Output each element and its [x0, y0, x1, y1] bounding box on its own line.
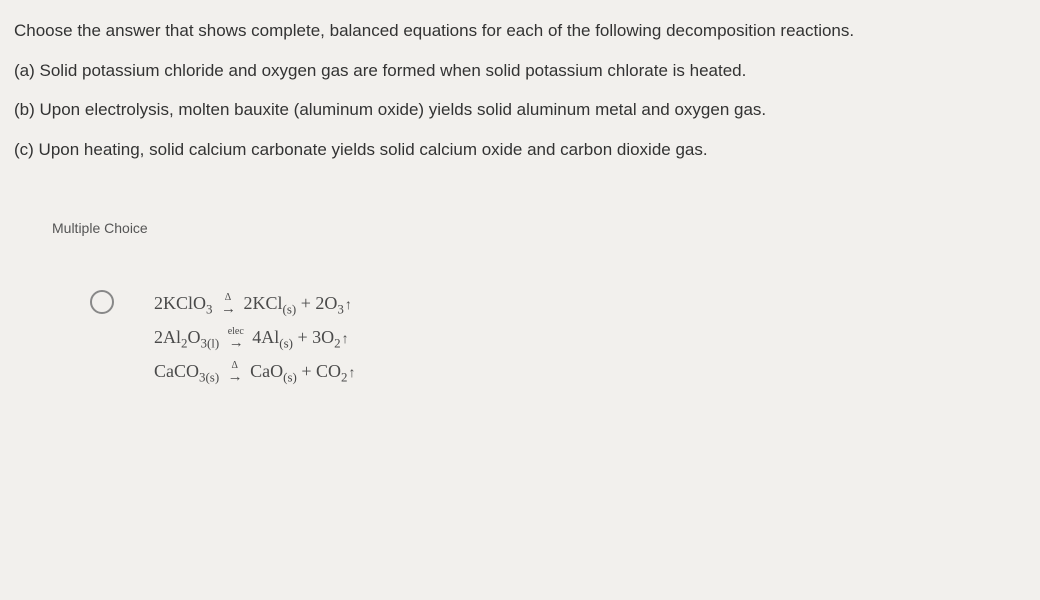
eq3-rhs2-sub: 2	[341, 370, 347, 385]
reaction-arrow: elec →	[228, 327, 244, 351]
eq2-rhs1-phase: (s)	[279, 336, 293, 351]
plus-icon: +	[301, 361, 311, 381]
eq1-rhs2-sub: 3	[337, 302, 343, 317]
eq1-rhs2-formula: O	[324, 293, 337, 313]
multiple-choice-label: Multiple Choice	[52, 220, 1026, 236]
eq3-rhs2-formula: CO	[316, 361, 341, 381]
eq2-lhs-coef: 2	[154, 327, 163, 347]
question-part-c: (c) Upon heating, solid calcium carbonat…	[14, 137, 1026, 163]
arrow-icon: →	[229, 336, 243, 351]
eq1-lhs-sub: 3	[206, 302, 212, 317]
eq2-rhs2-coef: 3	[312, 327, 321, 347]
question-intro: Choose the answer that shows complete, b…	[14, 18, 1026, 44]
eq2-rhs1-formula: Al	[261, 327, 279, 347]
equation-c: CaCO3(s) Δ → CaO(s) + CO2↑	[154, 354, 355, 388]
plus-icon: +	[301, 293, 311, 313]
gas-arrow-icon: ↑	[342, 327, 349, 354]
gas-arrow-icon: ↑	[345, 293, 352, 320]
eq1-rhs1-coef: 2	[244, 293, 253, 313]
reaction-arrow: Δ →	[221, 293, 235, 317]
eq1-lhs-formula: KClO	[163, 293, 206, 313]
arrow-icon: →	[228, 370, 242, 385]
page-root: Choose the answer that shows complete, b…	[0, 0, 1040, 389]
eq3-rhs1-formula: CaO	[250, 361, 283, 381]
option-1[interactable]: 2KClO3 Δ → 2KCl(s) + 2O3↑ 2Al2O3(l) elec…	[90, 286, 1026, 389]
option-1-equations: 2KClO3 Δ → 2KCl(s) + 2O3↑ 2Al2O3(l) elec…	[154, 286, 355, 389]
radio-button[interactable]	[90, 290, 114, 314]
arrow-icon: →	[221, 302, 235, 317]
eq3-lhs-formula: CaCO	[154, 361, 199, 381]
gas-arrow-icon: ↑	[348, 361, 355, 388]
equation-b: 2Al2O3(l) elec → 4Al(s) + 3O2↑	[154, 320, 355, 354]
eq1-rhs1-phase: (s)	[283, 302, 297, 317]
eq1-rhs1-formula: KCl	[253, 293, 283, 313]
eq2-rhs2-formula: O	[321, 327, 334, 347]
eq2-rhs2-sub: 2	[334, 336, 340, 351]
eq1-rhs2-coef: 2	[315, 293, 324, 313]
reaction-arrow: Δ →	[228, 361, 242, 385]
eq1-lhs-coef: 2	[154, 293, 163, 313]
eq2-rhs1-coef: 4	[252, 327, 261, 347]
eq3-lhs-phase: (s)	[205, 370, 219, 385]
eq2-lhs-phase: (l)	[207, 336, 219, 351]
eq2-lhs-formula: Al	[163, 327, 181, 347]
eq2-lhs-formula2: O	[187, 327, 200, 347]
question-part-b: (b) Upon electrolysis, molten bauxite (a…	[14, 97, 1026, 123]
question-part-a: (a) Solid potassium chloride and oxygen …	[14, 58, 1026, 84]
eq3-rhs1-phase: (s)	[283, 370, 297, 385]
equation-a: 2KClO3 Δ → 2KCl(s) + 2O3↑	[154, 286, 355, 320]
plus-icon: +	[297, 327, 307, 347]
